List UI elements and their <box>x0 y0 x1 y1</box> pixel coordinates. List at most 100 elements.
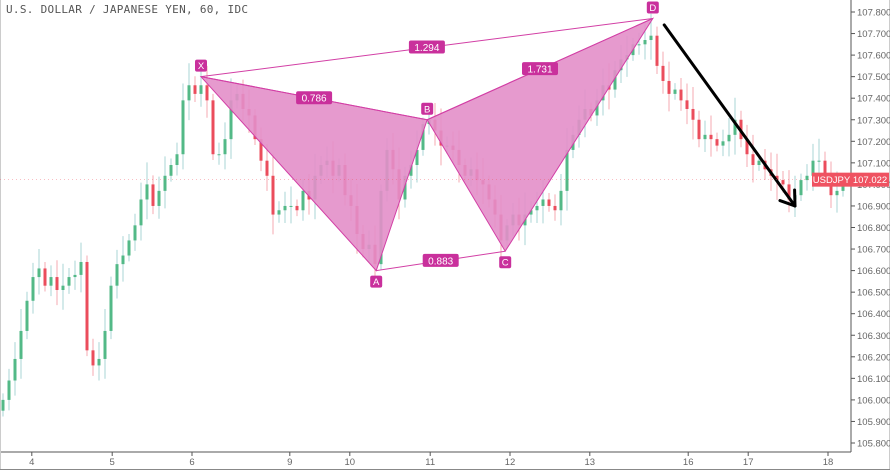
candle-body <box>661 65 665 81</box>
candle-body <box>673 89 677 94</box>
candle-body <box>223 139 227 155</box>
price-tick-label: 105.900 <box>857 417 890 428</box>
candle-body <box>595 100 599 116</box>
candle-body <box>91 350 95 366</box>
candle-body <box>301 190 305 211</box>
price-tick-label: 106.500 <box>857 288 890 299</box>
ratio-label: 1.294 <box>414 43 439 54</box>
candle-body <box>43 268 47 286</box>
ratio-label-bg <box>522 62 558 76</box>
candle-body <box>37 268 41 278</box>
time-tick-label: 13 <box>585 457 596 468</box>
candle-body <box>655 35 659 66</box>
candle-body <box>127 240 131 256</box>
candle-body <box>757 160 761 166</box>
candle-body <box>415 149 419 166</box>
point-label-bg <box>421 102 434 115</box>
price-tick-label: 106.700 <box>857 245 890 256</box>
candle-body <box>67 277 71 286</box>
candle-body <box>637 44 641 46</box>
candle-body <box>163 175 167 191</box>
symbol-badge-bg <box>812 172 851 187</box>
time-tick-label: 18 <box>823 457 834 468</box>
ratio-label-bg <box>296 91 333 105</box>
arrow-head <box>778 199 797 208</box>
candle-body <box>289 205 293 207</box>
price-tick-label: 107.400 <box>857 94 890 105</box>
candle-body <box>205 85 209 101</box>
candle-body <box>145 184 149 200</box>
candle-body <box>271 175 275 215</box>
price-tick-label: 107.500 <box>857 72 890 83</box>
last-price-label: 107.022 <box>853 175 887 186</box>
candle-body <box>733 119 737 135</box>
candle-body <box>55 277 59 290</box>
candle-body <box>157 190 161 206</box>
candle-body <box>667 80 671 94</box>
ratio-label: 1.731 <box>527 65 552 76</box>
candle-body <box>73 274 77 278</box>
candle-body <box>187 85 191 101</box>
price-tick-label: 106.600 <box>857 266 890 277</box>
candle-body <box>103 330 107 359</box>
candle-body <box>265 160 269 176</box>
price-tick-label: 107.600 <box>857 51 890 62</box>
pattern-point-x: X <box>198 61 205 72</box>
price-tick-label: 107.200 <box>857 137 890 148</box>
candle-body <box>403 175 407 200</box>
trend-arrow-icon <box>662 23 797 208</box>
time-tick-label: 10 <box>345 457 356 468</box>
candle-body <box>109 285 113 331</box>
price-tick-label: 106.800 <box>857 223 890 234</box>
candle-body <box>193 85 197 94</box>
candle-body <box>721 141 725 146</box>
candle-body <box>151 184 155 206</box>
ratio-label: 0.883 <box>428 256 453 267</box>
candle-body <box>529 210 533 215</box>
candle-body <box>295 205 299 211</box>
pattern-point-a: A <box>373 277 380 288</box>
candle-body <box>775 175 779 181</box>
candle-body <box>613 70 617 90</box>
price-tick-label: 106.000 <box>857 395 890 406</box>
candle-body <box>97 358 101 366</box>
pattern-bcd-triangle <box>426 17 655 253</box>
candle-body <box>697 119 701 140</box>
candle-body <box>19 330 23 359</box>
candle-body <box>211 100 215 155</box>
price-tick-label: 106.300 <box>857 331 890 342</box>
candle-body <box>541 199 545 206</box>
candle-body <box>31 277 35 301</box>
candle-body <box>679 89 683 101</box>
chart-title: U.S. DOLLAR / JAPANESE YEN, 60, IDC <box>6 3 249 16</box>
candle-body <box>25 300 29 331</box>
candle-body <box>49 277 53 286</box>
time-tick-label: 4 <box>29 457 34 468</box>
candle-body <box>181 100 185 155</box>
candle-body <box>283 205 287 211</box>
time-tick-label: 12 <box>505 457 516 468</box>
candle-body <box>229 100 233 140</box>
ratio-label-bg <box>408 40 445 54</box>
price-tick-label: 107.700 <box>857 29 890 40</box>
pattern-point-d: D <box>649 3 656 14</box>
candle-body <box>691 108 695 120</box>
point-label-bg <box>370 275 383 288</box>
candle-body <box>421 124 425 150</box>
candle-body <box>139 199 143 226</box>
candle-body <box>643 40 647 45</box>
time-tick-label: 6 <box>189 457 194 468</box>
time-tick-label: 5 <box>110 457 115 468</box>
pattern-point-c: C <box>502 258 509 269</box>
pattern-point-b: B <box>424 104 430 115</box>
candle-body <box>745 139 749 155</box>
candle-body <box>133 225 137 241</box>
ratio-label: 0.786 <box>302 94 327 105</box>
candle-body <box>115 264 119 286</box>
price-tick-label: 106.400 <box>857 309 890 320</box>
ratio-label-bg <box>422 253 459 267</box>
point-label-bg <box>195 59 207 72</box>
candle-body <box>811 160 815 176</box>
candle-body <box>1 399 5 411</box>
